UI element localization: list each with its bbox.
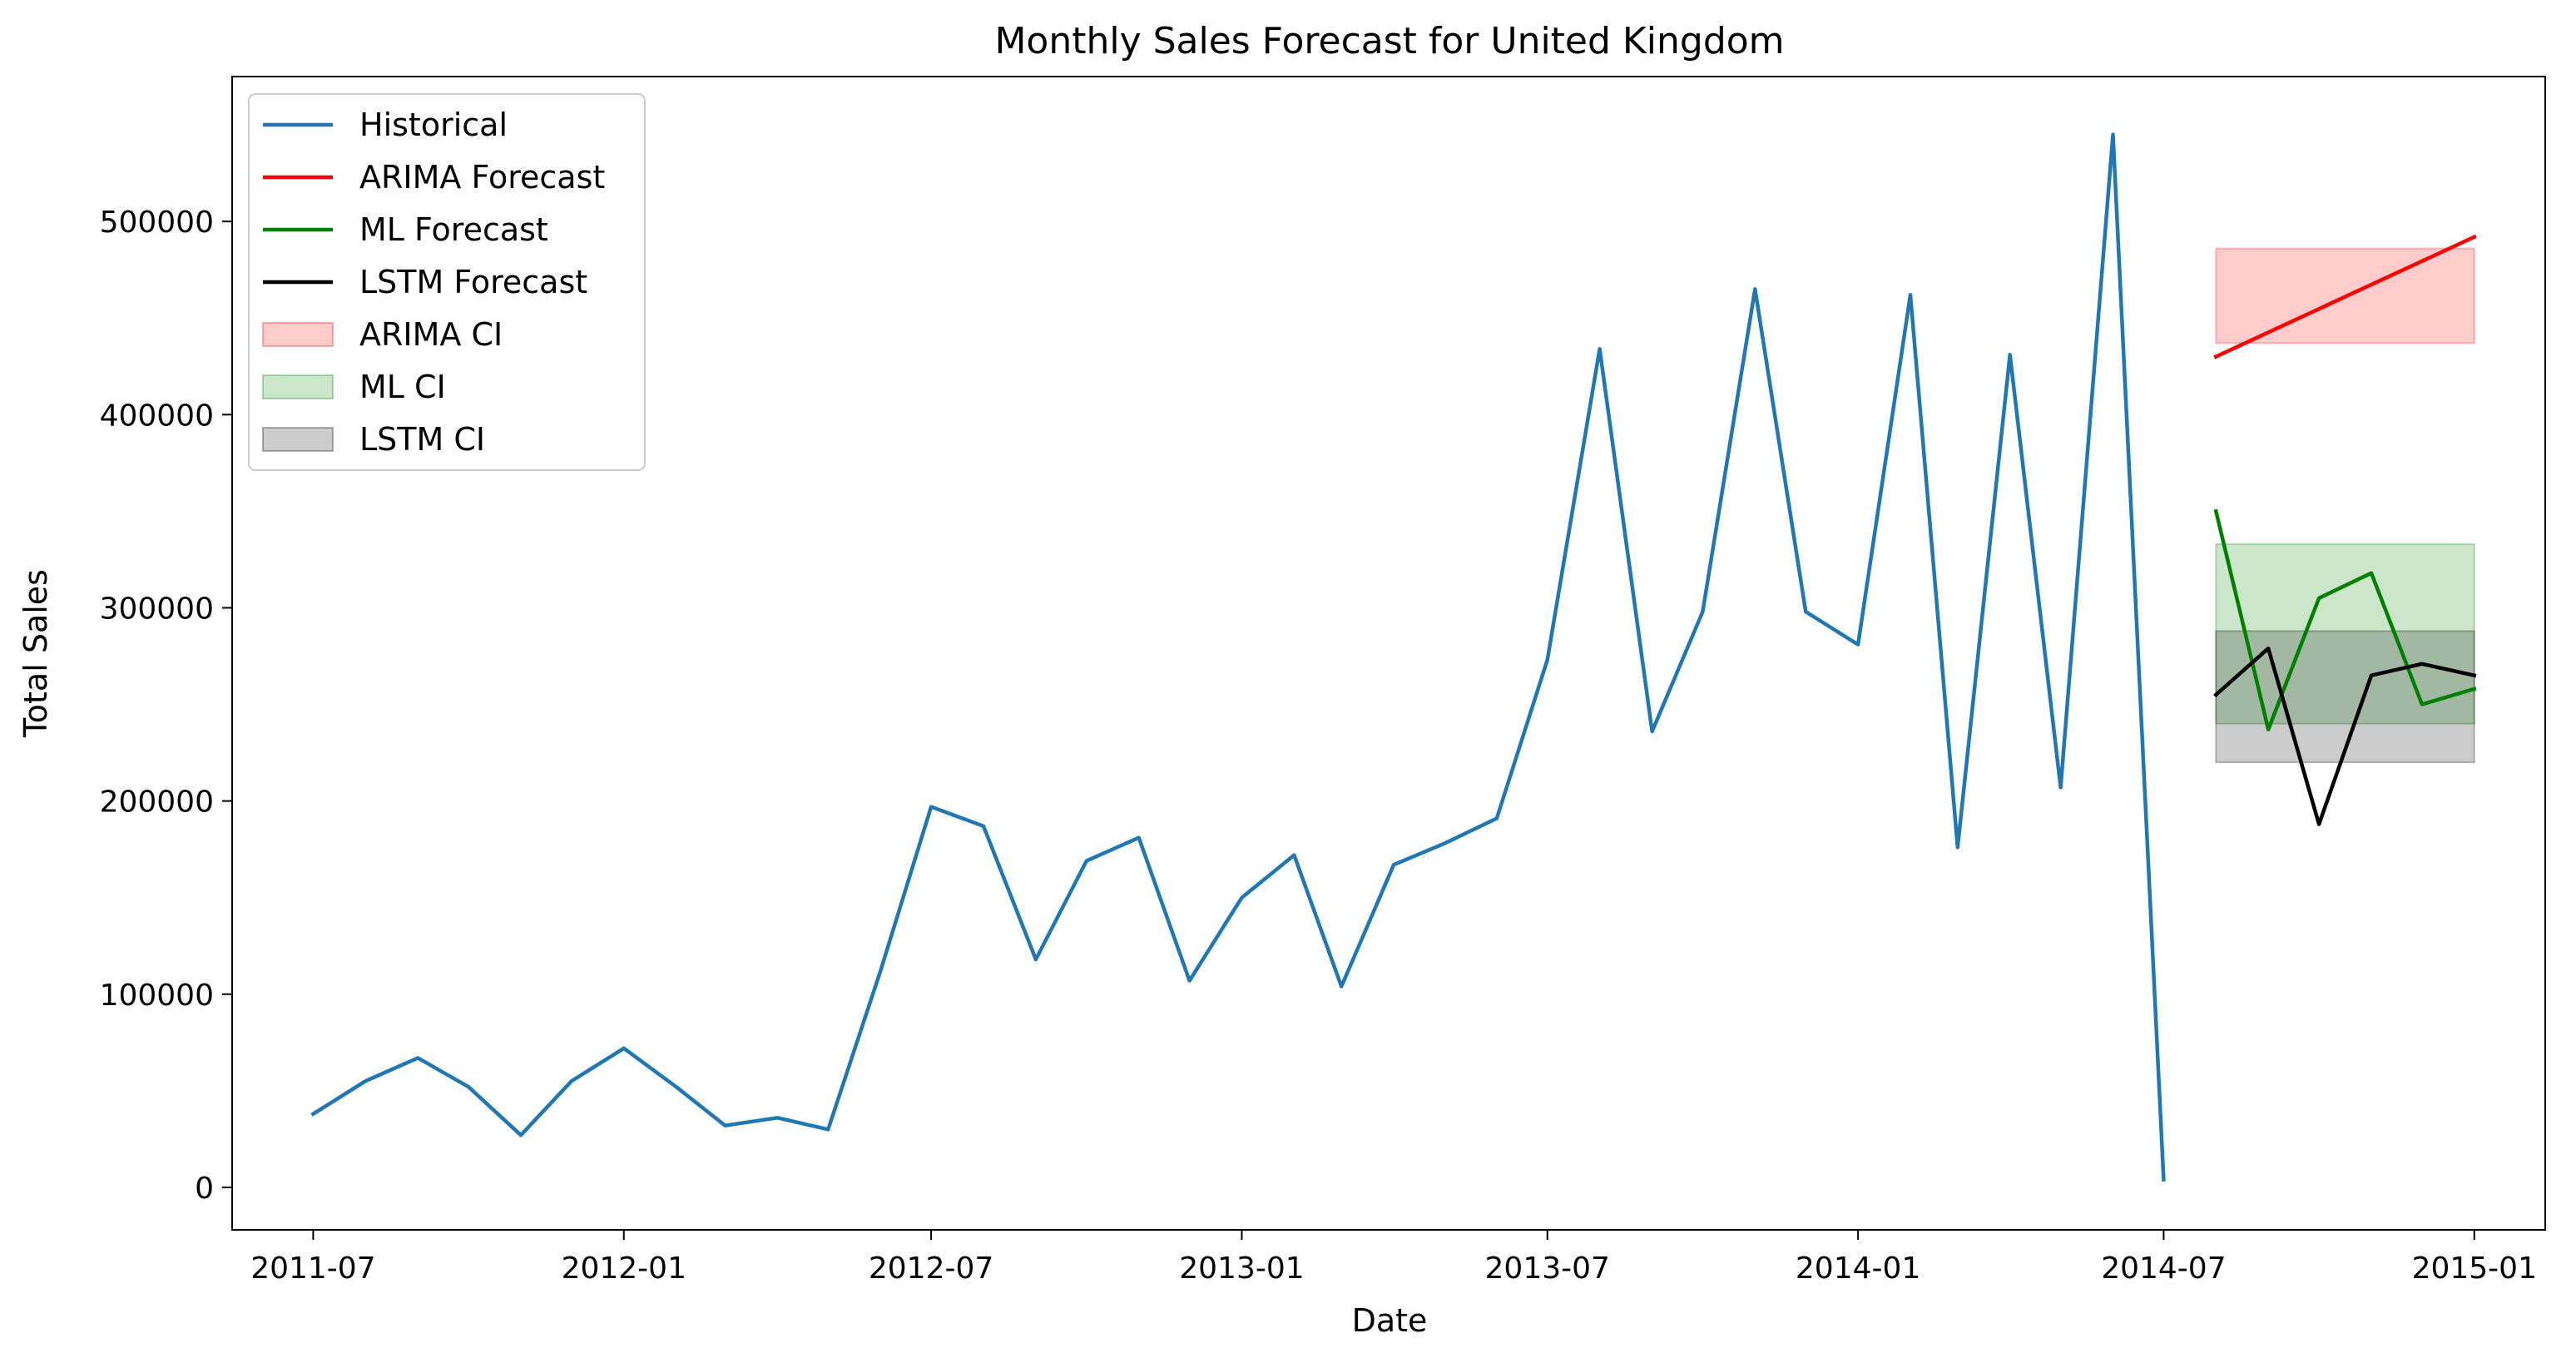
x-tick-label: 2013-07: [1485, 1251, 1610, 1286]
plot-frame: [231, 76, 2546, 1231]
ml-forecast-line: [2213, 508, 2477, 731]
legend-label: LSTM CI: [359, 421, 485, 458]
y-tick-label: 300000: [100, 592, 214, 626]
legend-item-ml-ci: ML CI: [262, 369, 446, 405]
y-tick-label: 0: [195, 1172, 214, 1206]
x-tick-label: 2014-07: [2101, 1251, 2226, 1286]
legend-item-arima-forecast: ARIMA Forecast: [263, 159, 605, 196]
lstm-ci-band: [2215, 630, 2475, 764]
legend-item-lstm-forecast: LSTM Forecast: [263, 264, 587, 300]
legend-swatch: [262, 322, 334, 347]
legend-items: Historical ARIMA Forecast ML Forecast LSTM …: [262, 107, 605, 458]
legend-box: [248, 93, 646, 471]
lstm-forecast-line: [2213, 646, 2477, 826]
legend-label: LSTM Forecast: [359, 264, 587, 300]
x-tick-label: 2012-01: [562, 1251, 686, 1286]
legend-label: ARIMA CI: [359, 316, 503, 353]
x-axis-label: Date: [1352, 1302, 1428, 1339]
legend-item-lstm-ci: LSTM CI: [262, 421, 485, 458]
x-tick-label: 2014-01: [1796, 1251, 1920, 1286]
x-tick-label: 2013-01: [1179, 1251, 1304, 1286]
legend-swatch: [262, 374, 334, 399]
legend-label: Historical: [359, 107, 508, 143]
legend-swatch: [262, 427, 334, 452]
chart-title: Monthly Sales Forecast for United Kingdo…: [994, 20, 1784, 62]
legend: Historical ARIMA Forecast ML Forecast LSTM …: [248, 93, 646, 471]
legend-item-ml-forecast: ML Forecast: [263, 211, 548, 248]
x-axis: 2011-07 2012-01 2012-07 2013-01 2013-07 2014-…: [250, 1230, 2537, 1286]
x-tick-label: 2012-07: [869, 1251, 993, 1286]
y-tick-label: 400000: [100, 399, 214, 433]
legend-label: ML CI: [359, 369, 446, 405]
legend-label: ARIMA Forecast: [359, 159, 605, 196]
legend-item-historical: Historical: [263, 107, 508, 143]
legend-item-arima-ci: ARIMA CI: [262, 316, 503, 353]
y-tick-label: 100000: [100, 979, 214, 1013]
plot-area: [231, 76, 2546, 1231]
confidence-bands: [2215, 247, 2475, 764]
y-axis: 0 100000 200000 300000 400000 500000: [100, 206, 232, 1206]
x-tick-label: 2011-07: [250, 1251, 375, 1286]
historical-line: [310, 132, 2166, 1182]
y-tick-label: 500000: [100, 206, 214, 240]
y-tick-label: 200000: [100, 786, 214, 820]
x-tick-label: 2015-01: [2412, 1251, 2537, 1286]
forecast-lines: [310, 132, 2477, 1182]
y-axis-label: Total Sales: [17, 569, 54, 738]
legend-label: ML Forecast: [359, 211, 548, 248]
arima-forecast-line: [2213, 234, 2477, 359]
